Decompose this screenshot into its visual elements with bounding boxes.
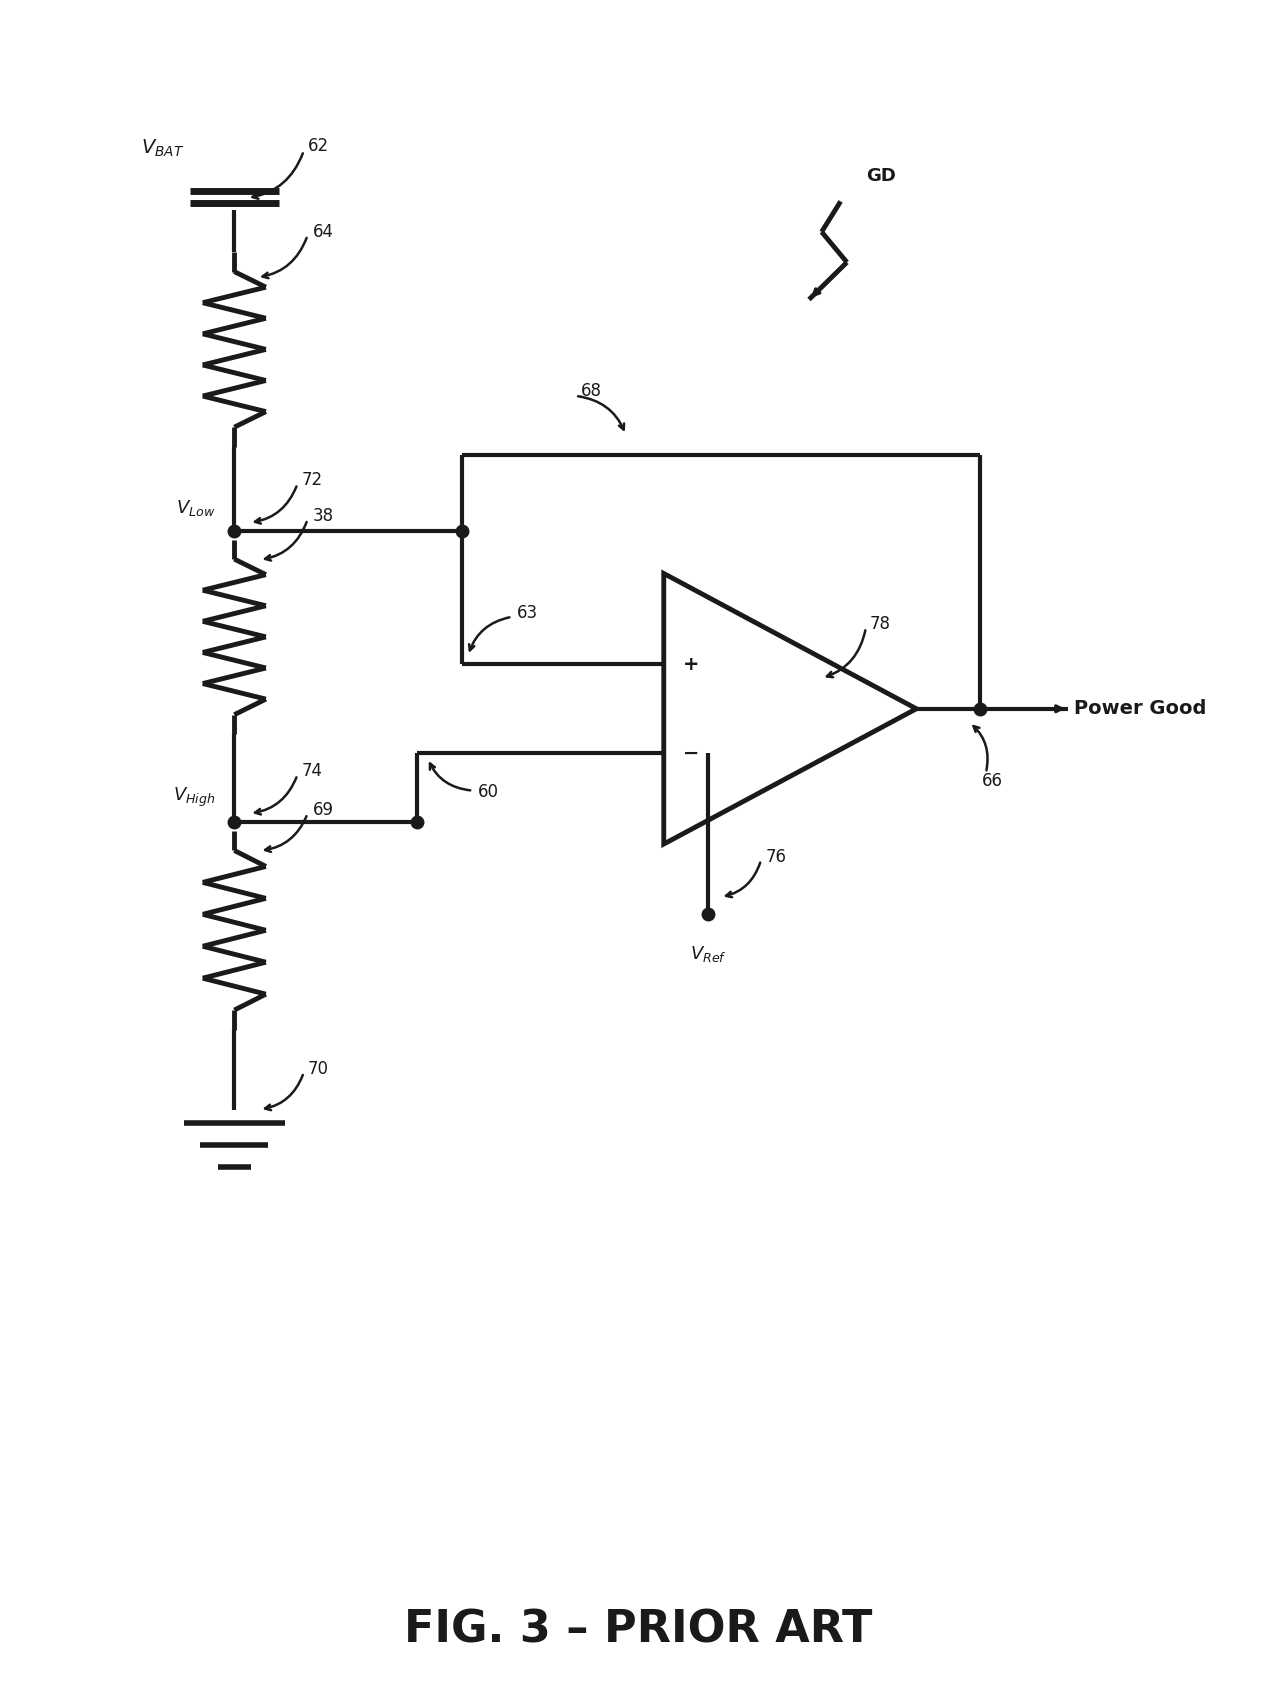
- Text: $V_{High}$: $V_{High}$: [172, 786, 216, 808]
- Text: 62: 62: [308, 136, 328, 155]
- Text: 69: 69: [313, 801, 333, 818]
- Text: 70: 70: [308, 1061, 328, 1078]
- Text: 76: 76: [766, 847, 787, 866]
- Text: Power Good: Power Good: [1074, 699, 1207, 718]
- Text: 63: 63: [517, 604, 539, 622]
- Text: 64: 64: [313, 223, 333, 240]
- Text: 60: 60: [478, 783, 499, 801]
- Text: $V_{Ref}$: $V_{Ref}$: [690, 945, 727, 965]
- Text: −: −: [683, 743, 700, 762]
- Text: 78: 78: [870, 616, 890, 633]
- Text: FIG. 3 – PRIOR ART: FIG. 3 – PRIOR ART: [405, 1610, 872, 1652]
- Text: $V_{BAT}$: $V_{BAT}$: [140, 138, 184, 159]
- Text: 66: 66: [982, 772, 1002, 791]
- Text: 72: 72: [301, 472, 322, 489]
- Text: $V_{Low}$: $V_{Low}$: [176, 498, 216, 518]
- Text: 74: 74: [301, 762, 322, 781]
- Text: 38: 38: [313, 506, 333, 525]
- Text: GD: GD: [866, 167, 895, 186]
- Text: +: +: [683, 655, 700, 673]
- Text: 68: 68: [581, 382, 601, 401]
